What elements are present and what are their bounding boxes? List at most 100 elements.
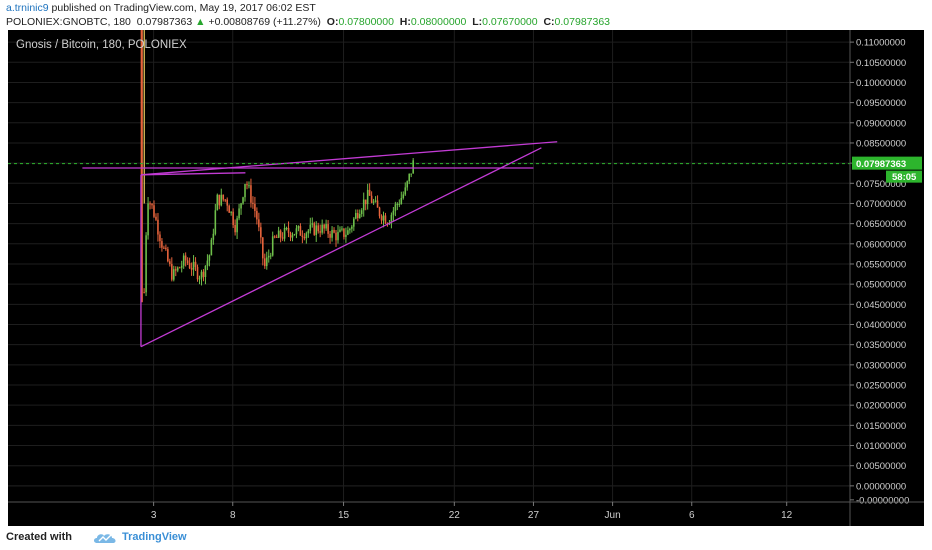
candle-body	[277, 230, 280, 238]
trendline[interactable]	[140, 147, 542, 348]
candle-body	[232, 211, 234, 225]
candle-body	[208, 255, 211, 261]
candle-body	[192, 261, 195, 270]
candle-body	[267, 255, 270, 258]
candle-body	[171, 263, 173, 280]
candle-body	[242, 197, 244, 204]
candle-body	[143, 292, 145, 294]
price-tick-label: 0.02500000	[856, 381, 906, 392]
last-price-badge	[852, 156, 922, 170]
candle-body	[390, 214, 393, 223]
candle-body	[172, 269, 175, 280]
candle-body	[297, 226, 300, 229]
candle-body	[174, 269, 177, 271]
price-tick-label: 0.07500000	[856, 179, 906, 190]
price-tick-label: 0.09500000	[856, 98, 906, 109]
candle-body	[262, 237, 264, 259]
time-tick-label: Jun	[605, 510, 621, 521]
candle-body	[333, 229, 335, 233]
candle-body	[163, 247, 165, 249]
candle-body	[206, 260, 209, 266]
time-tick-label: 15	[338, 510, 350, 521]
price-tick-label: 0.01000000	[856, 441, 906, 452]
price-tick-label: 0.05000000	[856, 280, 906, 291]
candle-body	[230, 211, 232, 213]
price-tick-label: 0.03000000	[856, 360, 906, 371]
candle-body	[293, 234, 296, 236]
candle-body	[406, 181, 409, 188]
price-tick-label: 0.04500000	[856, 300, 906, 311]
created-with-text: Created with	[6, 531, 73, 543]
candle-body	[161, 241, 163, 248]
candle-body	[400, 197, 403, 204]
trendline[interactable]	[140, 172, 246, 176]
author-link[interactable]: a.trninic9	[6, 2, 49, 14]
high-value: 0.08000000	[410, 16, 467, 28]
price-axis[interactable]: 0.11000000 0.10500000 0.10000000 0.09500000…	[849, 30, 922, 526]
price-tick-label: 0.04000000	[856, 320, 906, 331]
tradingview-brand[interactable]: TradingView	[122, 531, 187, 543]
candle-body	[155, 216, 157, 220]
candle-body	[147, 203, 149, 236]
price-tick-label: 0.03500000	[856, 340, 906, 351]
candle-body	[380, 216, 383, 221]
trendlines[interactable]	[82, 141, 558, 348]
trendline[interactable]	[140, 141, 558, 176]
candle-body	[384, 215, 387, 224]
candle-body	[289, 232, 292, 238]
candle-body	[178, 267, 181, 269]
candle-body	[360, 210, 363, 215]
chart-area[interactable]: Gnosis / Bitcoin, 180, POLONIEX 0.110000…	[8, 30, 924, 526]
publish-info: a.trninic9 published on TradingView.com,…	[6, 2, 316, 14]
price-change: +0.00808769 (+11.27%)	[208, 16, 321, 28]
candle-body	[258, 219, 260, 228]
time-tick-label: 12	[781, 510, 793, 521]
candle-body	[248, 185, 250, 187]
candle-body	[325, 224, 327, 229]
last-price-label: 0.07987363	[856, 159, 906, 170]
chart-header: a.trninic9 published on TradingView.com,…	[0, 0, 932, 30]
candlestick-chart[interactable]: Gnosis / Bitcoin, 180, POLONIEX 0.110000…	[8, 30, 924, 526]
candle-body	[246, 184, 248, 186]
candle-body	[341, 228, 343, 230]
time-tick-label: 6	[689, 510, 695, 521]
price-tick-label: 0.06000000	[856, 239, 906, 250]
candle-body	[264, 258, 266, 267]
candle-body	[317, 225, 320, 232]
countdown-label: 58:05	[892, 172, 917, 183]
time-axis[interactable]: 3 8 15 22 27 Jun 6 12	[8, 501, 924, 521]
candle-body	[271, 236, 274, 256]
candle-body	[368, 189, 371, 196]
time-tick-label: 22	[449, 510, 461, 521]
candle-body	[244, 184, 246, 198]
candle-body	[236, 218, 238, 233]
candle-body	[281, 237, 284, 239]
candle-body	[313, 223, 316, 235]
candle-body	[269, 255, 272, 257]
price-tick-label: 0.05500000	[856, 259, 906, 270]
tradingview-cloud-icon[interactable]	[92, 530, 118, 546]
candle-body	[404, 187, 407, 195]
candle-body	[315, 225, 318, 235]
candle-body	[287, 227, 290, 233]
candle-body	[184, 255, 187, 261]
time-tick-label: 8	[230, 510, 236, 521]
candle-body	[309, 224, 312, 231]
price-tick-label: 0.10500000	[856, 58, 906, 69]
low-label: L:	[472, 16, 483, 28]
candle-body	[355, 213, 357, 219]
candle-body	[291, 235, 294, 238]
candle-body	[149, 203, 151, 205]
candle-body	[331, 229, 333, 238]
candle-body	[222, 194, 225, 200]
candle-body	[319, 231, 321, 233]
candle-body	[305, 233, 308, 239]
low-value: 0.07670000	[482, 16, 538, 28]
close-value: 0.07987363	[554, 16, 611, 28]
time-tick-label: 3	[151, 510, 157, 521]
price-tick-label: 0.07000000	[856, 199, 906, 210]
chart-title: Gnosis / Bitcoin, 180, POLONIEX	[16, 39, 187, 51]
symbol-info: POLONIEX:GNOBTC, 180 0.07987363 ▲ +0.008…	[6, 16, 610, 28]
symbol-label: POLONIEX:GNOBTC, 180	[6, 16, 131, 28]
candle-body	[351, 226, 353, 229]
